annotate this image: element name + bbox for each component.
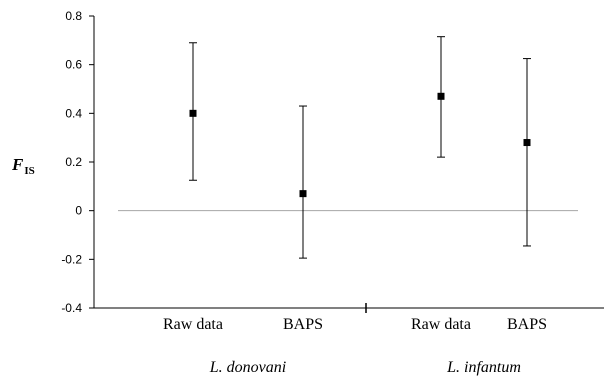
data-point (189, 109, 197, 117)
x-category-label: BAPS (507, 316, 547, 333)
x-category-label: BAPS (283, 316, 323, 333)
y-tick-label: -0.4 (61, 301, 82, 315)
group-label: L. donovani (209, 359, 286, 376)
data-marks (189, 36, 531, 259)
y-tick-label: 0.2 (65, 155, 82, 169)
y-tick-label: -0.2 (61, 252, 82, 266)
y-tick-label: 0 (75, 204, 82, 218)
group-label: L. infantum (446, 359, 521, 376)
x-category-label: Raw data (411, 316, 471, 333)
data-point (437, 92, 445, 100)
x-category-label: Raw data (163, 316, 223, 333)
y-tick-label: 0.4 (65, 106, 82, 120)
labels: Raw data BAPS Raw data BAPS L. donovani L. in… (163, 316, 547, 376)
y-ticks: -0.4 -0.2 0 0.2 0.4 0.6 0.8 (61, 9, 94, 315)
y-axis-label: FIS (11, 155, 35, 177)
y-tick-label: 0.8 (65, 9, 82, 23)
data-point (523, 139, 531, 147)
data-point (299, 190, 307, 198)
y-tick-label: 0.6 (65, 58, 82, 72)
